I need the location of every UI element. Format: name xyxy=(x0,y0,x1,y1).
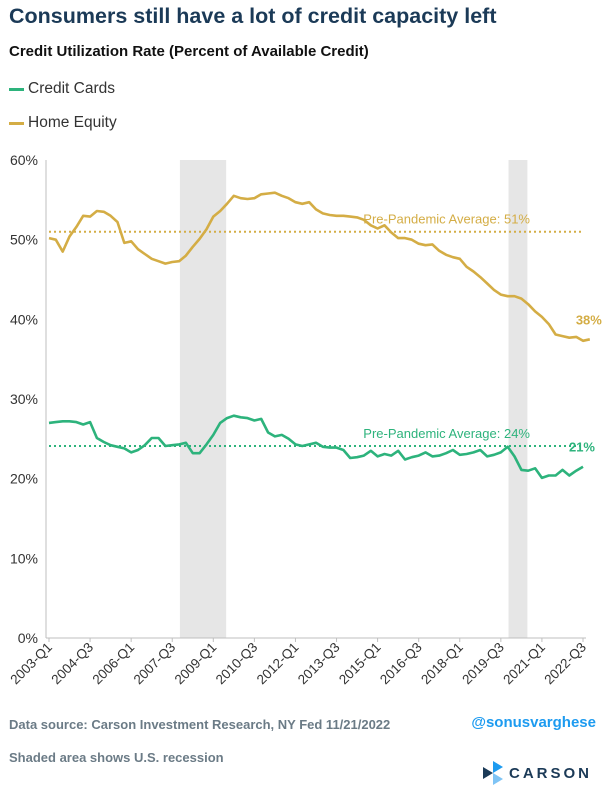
x-tick-label: 2007-Q3 xyxy=(131,640,179,688)
x-tick-label: 2010-Q3 xyxy=(213,640,261,688)
y-tick-label: 40% xyxy=(10,311,38,327)
carson-logo: CARSON xyxy=(482,761,592,785)
y-tick-label: 10% xyxy=(10,550,38,566)
author-handle-link[interactable]: @sonusvarghese xyxy=(471,714,596,731)
x-tick-label: 2019-Q3 xyxy=(459,640,507,688)
x-tick-label: 2018-Q1 xyxy=(418,640,466,688)
legend-item-home-equity: Home Equity xyxy=(9,114,117,132)
x-tick-label: 2009-Q1 xyxy=(172,640,220,688)
y-tick-label: 30% xyxy=(10,391,38,407)
x-tick-label: 2004-Q3 xyxy=(48,640,96,688)
average-label-credit-cards: Pre-Pandemic Average: 24% xyxy=(363,426,530,441)
legend-item-credit-cards: Credit Cards xyxy=(9,80,115,98)
data-source-note: Data source: Carson Investment Research,… xyxy=(9,717,391,732)
average-label-home-equity: Pre-Pandemic Average: 51% xyxy=(363,212,530,227)
x-tick-label: 2022-Q3 xyxy=(541,640,589,688)
recession-band-1 xyxy=(179,160,227,638)
recession-note: Shaded area shows U.S. recession xyxy=(9,750,224,765)
y-tick-label: 60% xyxy=(10,152,38,168)
x-tick-label: 2003-Q1 xyxy=(7,640,55,688)
y-tick-label: 20% xyxy=(10,471,38,487)
chart-subtitle: Credit Utilization Rate (Percent of Avai… xyxy=(9,43,369,60)
carson-logo-text: CARSON xyxy=(508,764,592,782)
chart-title: Consumers still have a lot of credit cap… xyxy=(9,4,497,28)
series-line-credit-cards xyxy=(48,414,584,480)
carson-logo-icon xyxy=(482,761,503,785)
x-tick-label: 2015-Q1 xyxy=(336,640,384,688)
series-line-home-equity xyxy=(48,191,591,343)
x-tick-label: 2021-Q1 xyxy=(500,640,548,688)
end-value-label-credit-cards: 21% xyxy=(569,440,595,455)
x-tick-label: 2013-Q3 xyxy=(295,640,343,688)
recession-band-2 xyxy=(508,160,528,638)
legend-swatch-credit-cards xyxy=(9,87,24,91)
y-tick-label: 0% xyxy=(18,630,38,646)
x-tick-label: 2016-Q3 xyxy=(377,640,425,688)
y-tick-label: 50% xyxy=(10,232,38,248)
legend-label-home-equity: Home Equity xyxy=(28,114,117,131)
legend-swatch-home-equity xyxy=(9,121,24,125)
end-value-label-home-equity: 38% xyxy=(576,312,602,327)
legend-label-credit-cards: Credit Cards xyxy=(28,80,115,97)
x-tick-label: 2012-Q1 xyxy=(254,640,302,688)
x-tick-label: 2006-Q1 xyxy=(90,640,138,688)
